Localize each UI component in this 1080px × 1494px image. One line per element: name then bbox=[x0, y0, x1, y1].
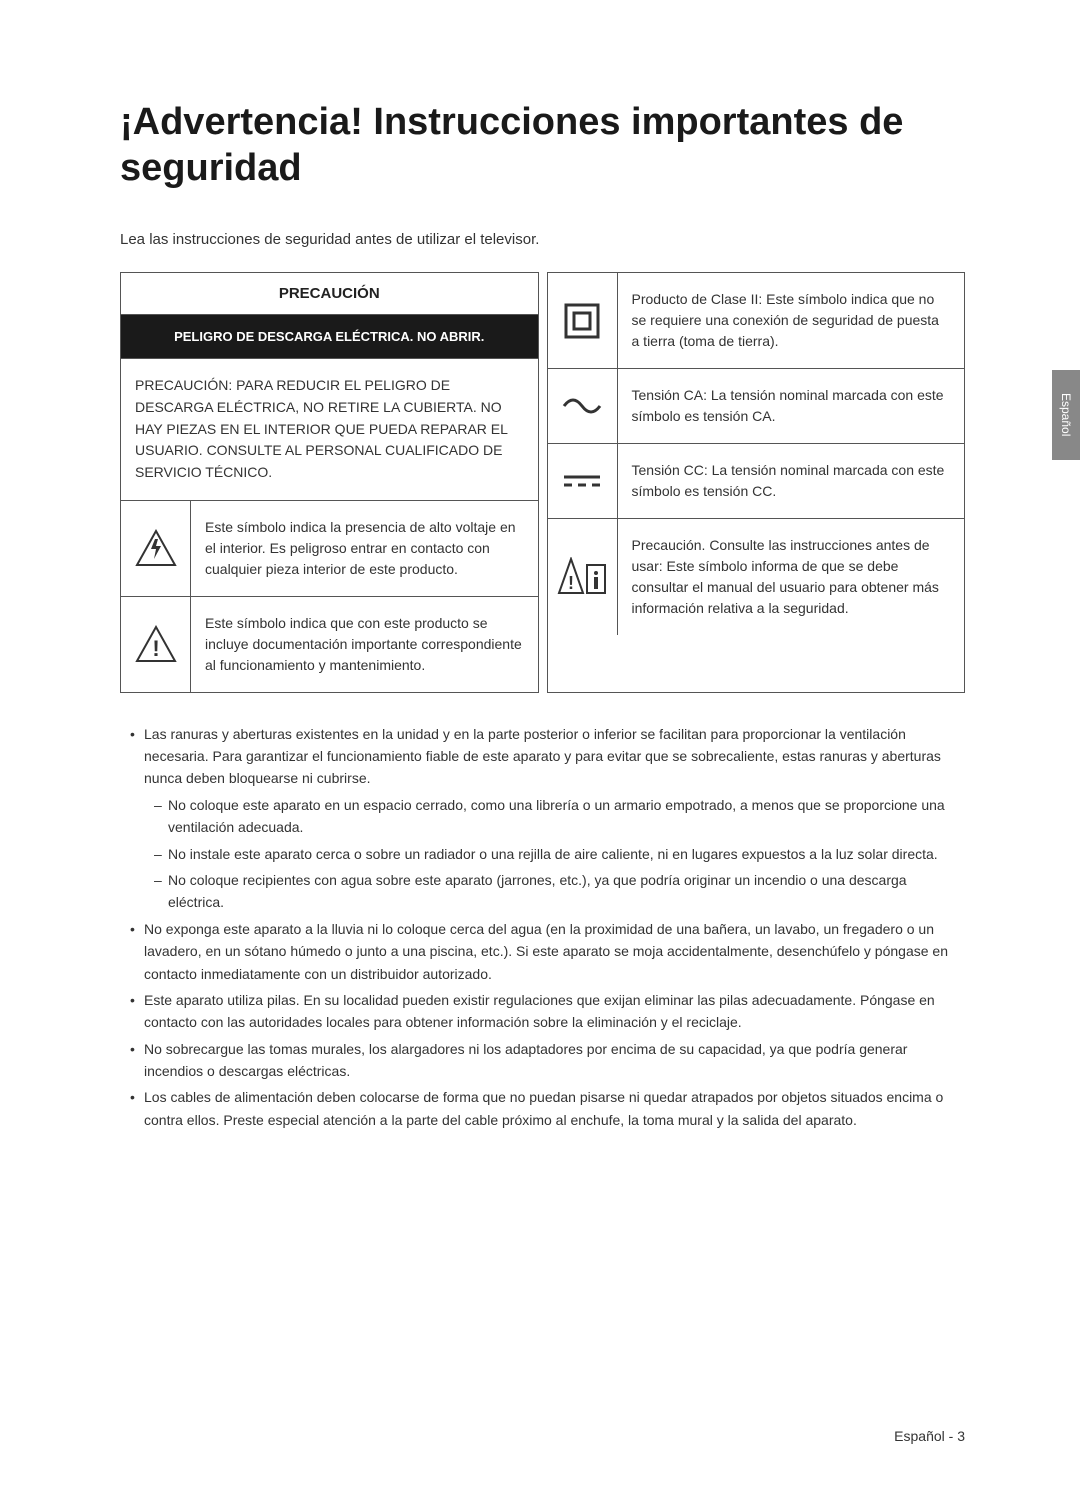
sub-list-item: No coloque este aparato en un espacio ce… bbox=[144, 794, 965, 839]
left-warning-table: PRECAUCIÓN PELIGRO DE DESCARGA ELÉCTRICA… bbox=[120, 272, 539, 692]
list-item: Este aparato utiliza pilas. En su locali… bbox=[120, 989, 965, 1034]
dc-voltage-text: Tensión CC: La tensión nominal marcada c… bbox=[618, 444, 965, 518]
page-title: ¡Advertencia! Instrucciones importantes … bbox=[120, 100, 965, 191]
sub-list: No coloque este aparato en un espacio ce… bbox=[144, 794, 965, 914]
list-item: No sobrecargue las tomas murales, los al… bbox=[120, 1038, 965, 1083]
list-item: No exponga este aparato a la lluvia ni l… bbox=[120, 918, 965, 985]
safety-instructions-list: Las ranuras y aberturas existentes en la… bbox=[120, 723, 965, 1132]
svg-text:!: ! bbox=[152, 636, 159, 661]
table-row: ! Este símbolo indica que con este produ… bbox=[121, 597, 538, 692]
table-row: Este símbolo indica la presencia de alto… bbox=[121, 501, 538, 597]
table-row: Tensión CC: La tensión nominal marcada c… bbox=[548, 444, 965, 519]
high-voltage-icon bbox=[121, 501, 191, 596]
list-item: Las ranuras y aberturas existentes en la… bbox=[120, 723, 965, 914]
page-content: ¡Advertencia! Instrucciones importantes … bbox=[0, 0, 1080, 1185]
caution-text: PRECAUCIÓN: PARA REDUCIR EL PELIGRO DE D… bbox=[121, 359, 538, 499]
ac-voltage-icon bbox=[548, 369, 618, 443]
peligro-header: PELIGRO DE DESCARGA ELÉCTRICA. NO ABRIR. bbox=[121, 315, 538, 359]
documentation-icon: ! bbox=[121, 597, 191, 692]
svg-text:!: ! bbox=[568, 573, 574, 593]
consult-manual-icon: ! bbox=[548, 519, 618, 635]
table-row: PRECAUCIÓN: PARA REDUCIR EL PELIGRO DE D… bbox=[121, 359, 538, 500]
precaucion-header: PRECAUCIÓN bbox=[121, 273, 538, 315]
consult-manual-text: Precaución. Consulte las instrucciones a… bbox=[618, 519, 965, 635]
page-footer: Español - 3 bbox=[894, 1428, 965, 1444]
table-row: Producto de Clase II: Este símbolo indic… bbox=[548, 273, 965, 369]
class-ii-icon bbox=[548, 273, 618, 368]
ac-voltage-text: Tensión CA: La tensión nominal marcada c… bbox=[618, 369, 965, 443]
bullet-text: Las ranuras y aberturas existentes en la… bbox=[144, 726, 941, 787]
documentation-text: Este símbolo indica que con este product… bbox=[191, 597, 538, 692]
dc-voltage-icon bbox=[548, 444, 618, 518]
warning-tables: PRECAUCIÓN PELIGRO DE DESCARGA ELÉCTRICA… bbox=[120, 272, 965, 692]
language-tab: Español bbox=[1052, 370, 1080, 460]
table-row: Tensión CA: La tensión nominal marcada c… bbox=[548, 369, 965, 444]
table-row: ! Precaución. Consulte las instrucciones… bbox=[548, 519, 965, 635]
sub-list-item: No instale este aparato cerca o sobre un… bbox=[144, 843, 965, 865]
class-ii-text: Producto de Clase II: Este símbolo indic… bbox=[618, 273, 965, 368]
sub-list-item: No coloque recipientes con agua sobre es… bbox=[144, 869, 965, 914]
list-item: Los cables de alimentación deben colocar… bbox=[120, 1086, 965, 1131]
voltage-text: Este símbolo indica la presencia de alto… bbox=[191, 501, 538, 596]
intro-paragraph: Lea las instrucciones de seguridad antes… bbox=[120, 231, 965, 248]
right-warning-table: Producto de Clase II: Este símbolo indic… bbox=[547, 272, 966, 692]
